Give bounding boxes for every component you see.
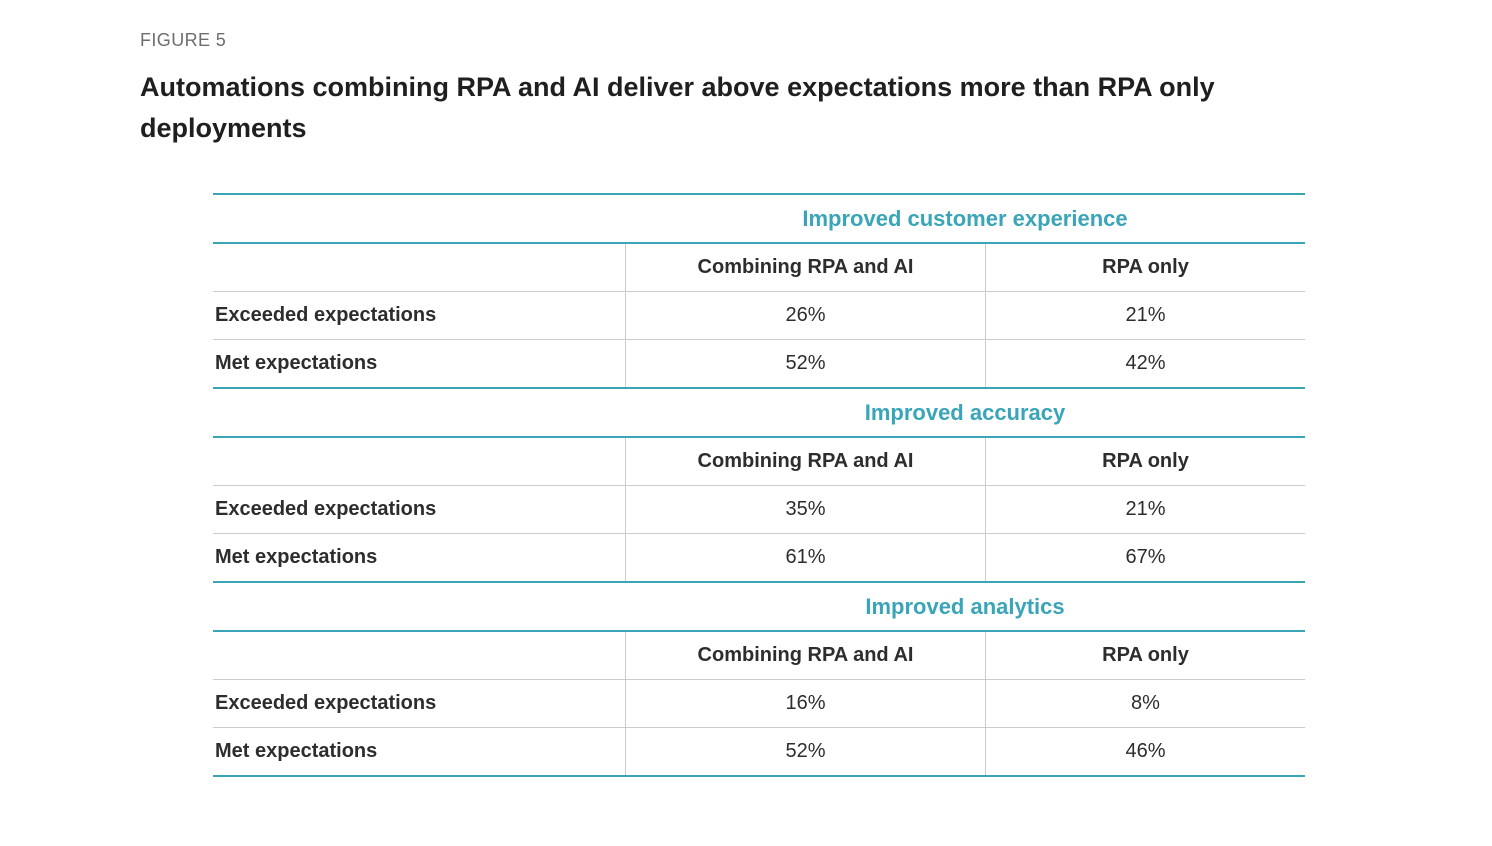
empty-header-cell [213, 438, 625, 485]
section-title: Improved analytics [865, 593, 1065, 619]
value-cell: 21% [985, 486, 1305, 533]
column-header-rpa-only: RPA only [985, 438, 1305, 485]
value-cell: 16% [625, 680, 985, 727]
results-table: Improved customer experience Combining R… [213, 193, 1305, 777]
empty-cell [213, 389, 625, 436]
table-row-met: Met expectations 52% 42% [213, 340, 1305, 387]
row-label: Met expectations [215, 546, 378, 568]
column-header-combining: Combining RPA and AI [625, 244, 985, 291]
value-cell: 42% [985, 340, 1305, 387]
column-header-rpa-only: RPA only [985, 632, 1305, 679]
value-cell: 52% [625, 728, 985, 775]
table-row-met: Met expectations 52% 46% [213, 728, 1305, 775]
empty-header-cell [213, 632, 625, 679]
row-label: Met expectations [215, 740, 378, 762]
empty-cell [213, 583, 625, 630]
section-title: Improved customer experience [802, 205, 1128, 231]
row-label: Exceeded expectations [215, 304, 437, 326]
section-header-row: Improved analytics [213, 583, 1305, 632]
table-section-analytics: Improved analytics Combining RPA and AI … [213, 581, 1305, 777]
value-cell: 8% [985, 680, 1305, 727]
row-label: Met expectations [215, 352, 378, 374]
column-header-row: Combining RPA and AI RPA only [213, 438, 1305, 486]
table-section-customer-experience: Improved customer experience Combining R… [213, 193, 1305, 387]
column-header-rpa-only: RPA only [985, 244, 1305, 291]
empty-header-cell [213, 244, 625, 291]
value-cell: 35% [625, 486, 985, 533]
table-row-met: Met expectations 61% 67% [213, 534, 1305, 581]
value-cell: 67% [985, 534, 1305, 581]
row-label: Exceeded expectations [215, 498, 437, 520]
value-cell: 26% [625, 292, 985, 339]
column-header-row: Combining RPA and AI RPA only [213, 632, 1305, 680]
column-header-combining: Combining RPA and AI [625, 438, 985, 485]
table-row-exceeded: Exceeded expectations 35% 21% [213, 486, 1305, 534]
table-row-exceeded: Exceeded expectations 26% 21% [213, 292, 1305, 340]
value-cell: 61% [625, 534, 985, 581]
table-row-exceeded: Exceeded expectations 16% 8% [213, 680, 1305, 728]
value-cell: 46% [985, 728, 1305, 775]
figure-title: Automations combining RPA and AI deliver… [140, 72, 1215, 143]
column-header-row: Combining RPA and AI RPA only [213, 244, 1305, 292]
section-header-row: Improved accuracy [213, 389, 1305, 438]
empty-cell [213, 195, 625, 242]
table-section-accuracy: Improved accuracy Combining RPA and AI R… [213, 387, 1305, 581]
value-cell: 52% [625, 340, 985, 387]
section-header-row: Improved customer experience [213, 195, 1305, 244]
figure-label: FIGURE 5 [140, 30, 227, 50]
row-label: Exceeded expectations [215, 692, 437, 714]
value-cell: 21% [985, 292, 1305, 339]
column-header-combining: Combining RPA and AI [625, 632, 985, 679]
section-title: Improved accuracy [864, 399, 1066, 425]
